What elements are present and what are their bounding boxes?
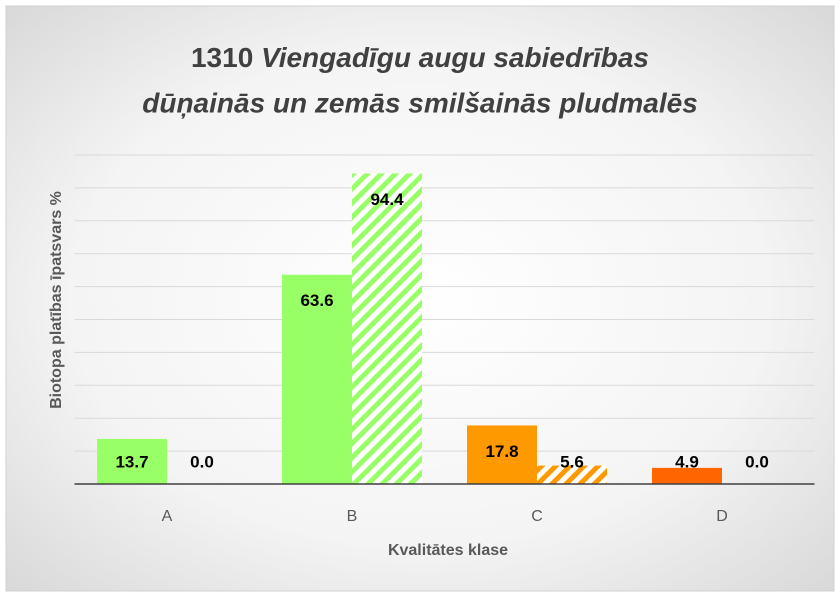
data-label: 63.6	[300, 291, 333, 310]
data-label: 94.4	[370, 190, 404, 209]
data-label: 17.8	[485, 442, 518, 461]
bar	[652, 467, 722, 484]
data-label: 5.6	[560, 452, 584, 471]
bar	[282, 274, 352, 484]
bar	[97, 438, 167, 484]
bar	[537, 465, 607, 484]
chart-title: 1310 Viengadīgu augu sabiedrības	[191, 42, 649, 73]
x-tick-label: A	[162, 508, 173, 525]
data-label: 0.0	[745, 452, 769, 471]
data-label: 0.0	[190, 452, 214, 471]
x-tick-label: B	[347, 508, 358, 525]
data-label: 4.9	[675, 452, 699, 471]
chart-title: dūņainās un zemās smilšainās pludmalēs	[142, 87, 698, 118]
x-tick-label: D	[716, 508, 728, 525]
data-label: 13.7	[115, 452, 148, 471]
bar	[467, 425, 537, 484]
x-axis-label: Kvalitātes klase	[388, 542, 508, 559]
bar	[352, 173, 422, 484]
x-tick-label: C	[531, 508, 543, 525]
y-axis-label: Biotopa platības īpatsvars %	[48, 191, 65, 409]
